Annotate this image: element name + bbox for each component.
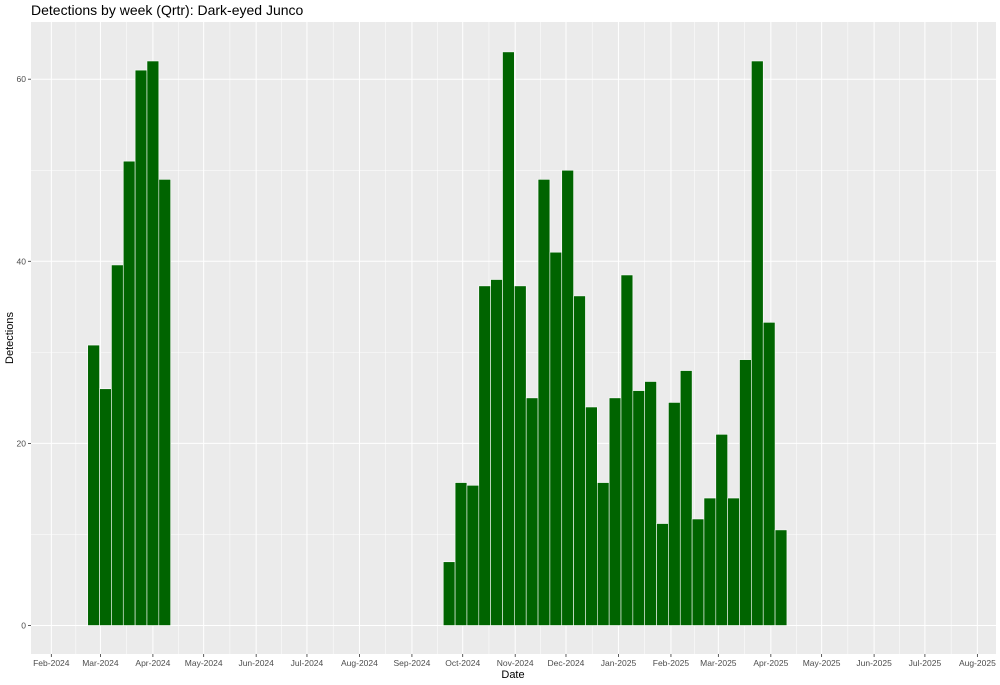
x-axis-title: Date bbox=[501, 669, 524, 681]
bar-2025-02-03 bbox=[668, 402, 681, 626]
x-tick-label: Feb-2024 bbox=[33, 658, 70, 668]
bar-2024-10-28 bbox=[502, 51, 515, 626]
x-tick-label: Jun-2024 bbox=[238, 658, 274, 668]
x-tick-label: Aug-2025 bbox=[959, 658, 996, 668]
bar-2024-11-25 bbox=[549, 251, 563, 626]
x-tick-label: Nov-2024 bbox=[497, 658, 534, 668]
x-tick-label: Mar-2024 bbox=[82, 658, 119, 668]
bar-2025-01-13 bbox=[632, 390, 646, 626]
bar-2024-09-30 bbox=[454, 482, 468, 626]
bar-2024-03-25 bbox=[134, 69, 148, 626]
x-axis: Feb-2024 Mar-2024 Apr-2024 May-2024 Jun-2024… bbox=[33, 654, 996, 668]
bar-2024-12-30 bbox=[608, 397, 622, 626]
bar-2025-03-17 bbox=[739, 359, 752, 626]
bar-2025-03-31 bbox=[762, 322, 776, 626]
bar-2024-10-07 bbox=[466, 484, 480, 626]
bar-2025-02-17 bbox=[691, 518, 705, 626]
bar-2024-11-11 bbox=[525, 397, 539, 626]
chart-title: Detections by week (Qrtr): Dark-eyed Jun… bbox=[31, 2, 304, 18]
y-tick-label: 60 bbox=[17, 74, 27, 84]
y-tick-label: 0 bbox=[21, 621, 26, 631]
x-tick-label: Jan-2025 bbox=[601, 658, 637, 668]
y-tick-label: 40 bbox=[17, 256, 27, 266]
bar-2024-03-11 bbox=[111, 264, 124, 626]
bars bbox=[87, 51, 788, 626]
bar-2025-01-20 bbox=[644, 381, 657, 626]
bar-2024-11-04 bbox=[514, 285, 527, 626]
bar-2024-10-21 bbox=[490, 279, 503, 626]
x-tick-label: Dec-2024 bbox=[548, 658, 585, 668]
x-tick-label: Jun-2025 bbox=[856, 658, 892, 668]
x-tick-label: Jul-2025 bbox=[909, 658, 942, 668]
x-tick-label: May-2025 bbox=[803, 658, 841, 668]
x-tick-label: Oct-2024 bbox=[445, 658, 480, 668]
minor-gridlines bbox=[31, 22, 996, 654]
bar-2024-12-23 bbox=[597, 482, 610, 626]
x-tick-label: Aug-2024 bbox=[341, 658, 378, 668]
bar-2024-12-09 bbox=[573, 295, 586, 626]
y-axis-title: Detections bbox=[4, 312, 16, 364]
bar-2025-03-10 bbox=[727, 497, 740, 626]
bar-2024-09-23 bbox=[442, 561, 456, 626]
bar-2024-02-26 bbox=[87, 344, 100, 626]
x-tick-label: Apr-2025 bbox=[753, 658, 788, 668]
bar-2025-02-24 bbox=[703, 497, 717, 626]
bar-2024-11-18 bbox=[537, 179, 551, 626]
bar-2025-01-27 bbox=[656, 523, 669, 626]
bar-2025-03-24 bbox=[751, 60, 764, 626]
x-tick-label: Apr-2024 bbox=[135, 658, 170, 668]
x-tick-label: Sep-2024 bbox=[393, 658, 430, 668]
bar-2025-02-10 bbox=[679, 370, 693, 626]
x-tick-label: Mar-2025 bbox=[700, 658, 737, 668]
bar-2025-03-03 bbox=[715, 433, 728, 626]
bar-2024-12-16 bbox=[585, 406, 598, 626]
bar-2024-04-01 bbox=[146, 60, 160, 626]
bar-2024-10-14 bbox=[478, 285, 491, 626]
bar-2024-12-02 bbox=[561, 169, 574, 626]
bar-2025-01-06 bbox=[620, 274, 634, 626]
bar-2025-04-07 bbox=[774, 529, 788, 626]
y-tick-label: 20 bbox=[17, 438, 27, 448]
x-tick-label: May-2024 bbox=[185, 658, 223, 668]
x-tick-label: Jul-2024 bbox=[291, 658, 324, 668]
bar-2024-03-04 bbox=[99, 388, 112, 626]
bar-2024-03-18 bbox=[122, 160, 136, 626]
y-axis: 0 20 40 60 bbox=[17, 74, 31, 631]
bar-2024-04-08 bbox=[158, 179, 171, 626]
x-tick-label: Feb-2025 bbox=[653, 658, 690, 668]
